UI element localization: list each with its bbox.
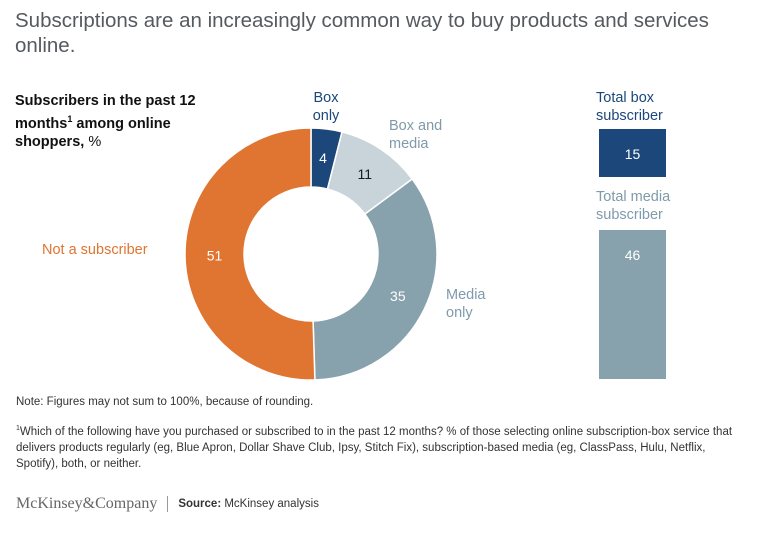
chart-subtitle: Subscribers in the past 12 months1 among… bbox=[15, 92, 205, 151]
chart-headline: Subscriptions are an increasingly common… bbox=[15, 9, 709, 57]
label-box-and-media: Box and media bbox=[389, 118, 443, 152]
footnote-mark: 1 bbox=[16, 425, 20, 432]
total-box-bar: 15 bbox=[599, 129, 666, 177]
source-label: Source: bbox=[178, 498, 222, 510]
slice-media-only-value: 35 bbox=[390, 288, 406, 304]
slice-not-subscriber bbox=[184, 127, 316, 381]
total-box-label: Total box subscriber bbox=[596, 90, 663, 124]
source-line: Source: McKinsey analysis bbox=[178, 498, 319, 510]
total-media-bar: 46 bbox=[599, 230, 666, 379]
footnote-text: Which of the following have you purchase… bbox=[16, 425, 733, 470]
subtitle-text: Subscribers in the past 12 months bbox=[15, 93, 196, 132]
slice-box-and-media-value: 11 bbox=[357, 166, 372, 182]
total-media-value: 46 bbox=[624, 247, 641, 263]
footer: McKinsey&Company Source: McKinsey analys… bbox=[16, 493, 319, 515]
total-box-value: 15 bbox=[624, 146, 641, 162]
slice-box-only-value: 4 bbox=[319, 150, 327, 166]
chart-footnote: 1Which of the following have you purchas… bbox=[16, 421, 736, 472]
source-text: McKinsey analysis bbox=[221, 498, 319, 510]
label-box-only: Box only bbox=[312, 90, 340, 124]
chart-note: Note: Figures may not sum to 100%, becau… bbox=[16, 396, 314, 408]
label-media-only: Media only bbox=[446, 287, 486, 321]
label-not-subscriber: Not a subscriber bbox=[42, 242, 148, 258]
mckinsey-logo: McKinsey&Company bbox=[16, 495, 158, 512]
footer-divider bbox=[167, 496, 169, 512]
slice-media-only bbox=[312, 177, 438, 381]
subtitle-footnote-mark: 1 bbox=[67, 114, 73, 124]
total-media-label: Total media subscriber bbox=[596, 189, 671, 223]
subtitle-unit: % bbox=[84, 133, 102, 150]
slice-not-subscriber-value: 51 bbox=[207, 248, 223, 264]
subtitle-text-2: among online shoppers, bbox=[15, 115, 171, 150]
